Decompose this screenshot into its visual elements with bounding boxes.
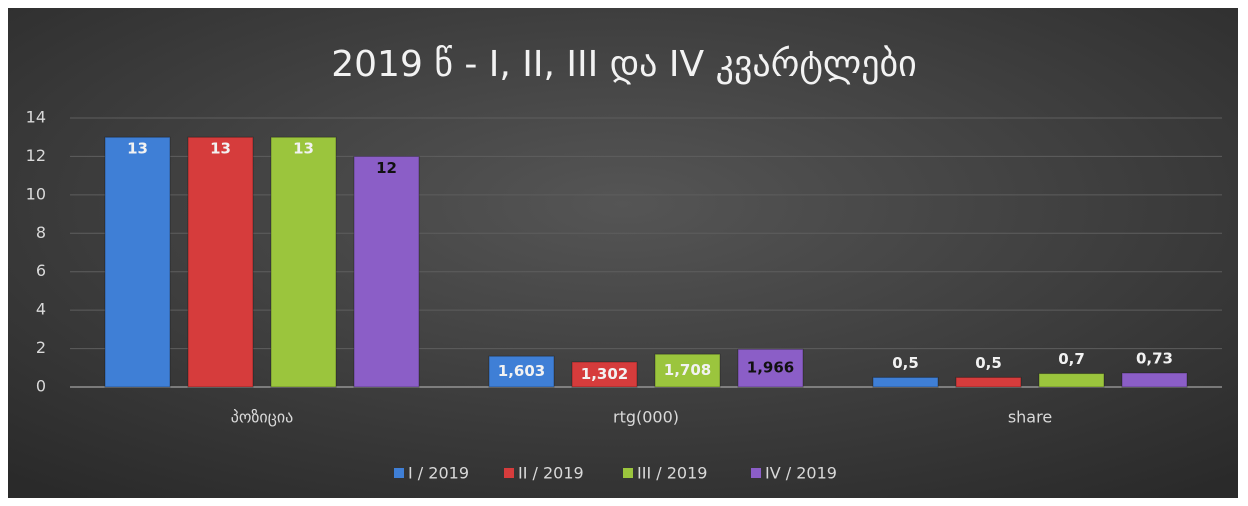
y-tick-label: 8 [36, 223, 46, 242]
bar [737, 348, 804, 388]
data-label: 1,966 [747, 359, 794, 377]
legend-label: I / 2019 [408, 464, 469, 483]
legend-label: III / 2019 [637, 464, 707, 483]
y-tick-label: 6 [36, 261, 46, 280]
y-tick-label: 4 [36, 300, 46, 319]
bar [488, 355, 555, 388]
x-tick-label: პოზიცია [231, 408, 294, 427]
data-label: 0,73 [1136, 349, 1173, 367]
y-tick-label: 14 [26, 108, 46, 127]
y-tick-label: 2 [36, 338, 46, 357]
y-tick-label: 12 [26, 146, 46, 165]
data-label: 0,7 [1058, 350, 1085, 368]
data-label: 1,708 [664, 361, 711, 379]
bar [955, 376, 1022, 388]
bar [187, 136, 254, 388]
chart-title: 2019 წ - I, II, III და IV კვარტლები [331, 44, 917, 85]
data-label: 1,603 [498, 362, 545, 380]
legend-swatch [623, 468, 633, 478]
legend-swatch [504, 468, 514, 478]
legend-label: II / 2019 [518, 464, 584, 483]
y-tick-label: 0 [36, 377, 46, 396]
x-tick-label: share [1008, 408, 1052, 427]
legend-swatch [394, 468, 404, 478]
y-tick-label: 10 [26, 184, 46, 203]
bar [571, 361, 638, 388]
legend-swatch [751, 468, 761, 478]
bar [270, 136, 337, 388]
data-label: 12 [376, 159, 397, 177]
data-label: 13 [293, 140, 314, 158]
x-tick-label: rtg(000) [613, 408, 679, 427]
legend-label: IV / 2019 [765, 464, 837, 483]
data-label: 0,5 [892, 354, 919, 372]
bar [104, 136, 171, 388]
data-label: 0,5 [975, 354, 1002, 372]
bar [1038, 373, 1105, 388]
data-label: 1,302 [581, 365, 628, 383]
bar [654, 353, 721, 388]
data-label: 13 [127, 140, 148, 158]
bar [1121, 372, 1188, 388]
bar [353, 155, 420, 388]
data-label: 13 [210, 140, 231, 158]
bar [872, 376, 939, 388]
